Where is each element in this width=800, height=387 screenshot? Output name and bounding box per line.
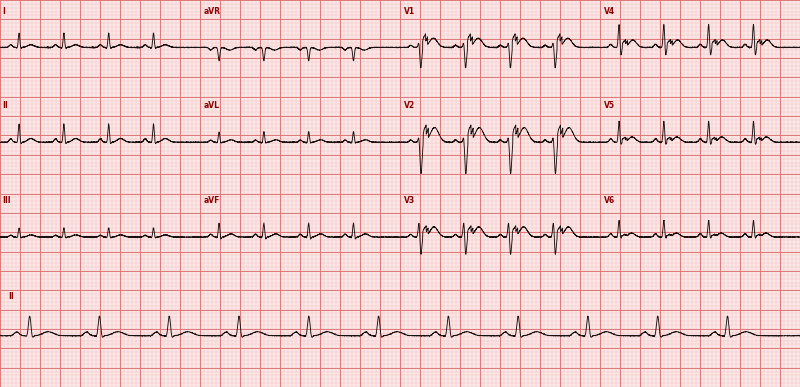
Text: V1: V1: [404, 7, 415, 15]
Text: V4: V4: [604, 7, 615, 15]
Text: V3: V3: [404, 196, 415, 205]
Text: V5: V5: [604, 101, 615, 110]
Text: aVF: aVF: [204, 196, 220, 205]
Text: aVR: aVR: [204, 7, 221, 15]
Text: III: III: [2, 196, 10, 205]
Text: II: II: [2, 101, 8, 110]
Text: II: II: [8, 292, 14, 301]
Text: V6: V6: [604, 196, 615, 205]
Text: V2: V2: [404, 101, 415, 110]
Text: I: I: [2, 7, 5, 15]
Text: aVL: aVL: [204, 101, 220, 110]
